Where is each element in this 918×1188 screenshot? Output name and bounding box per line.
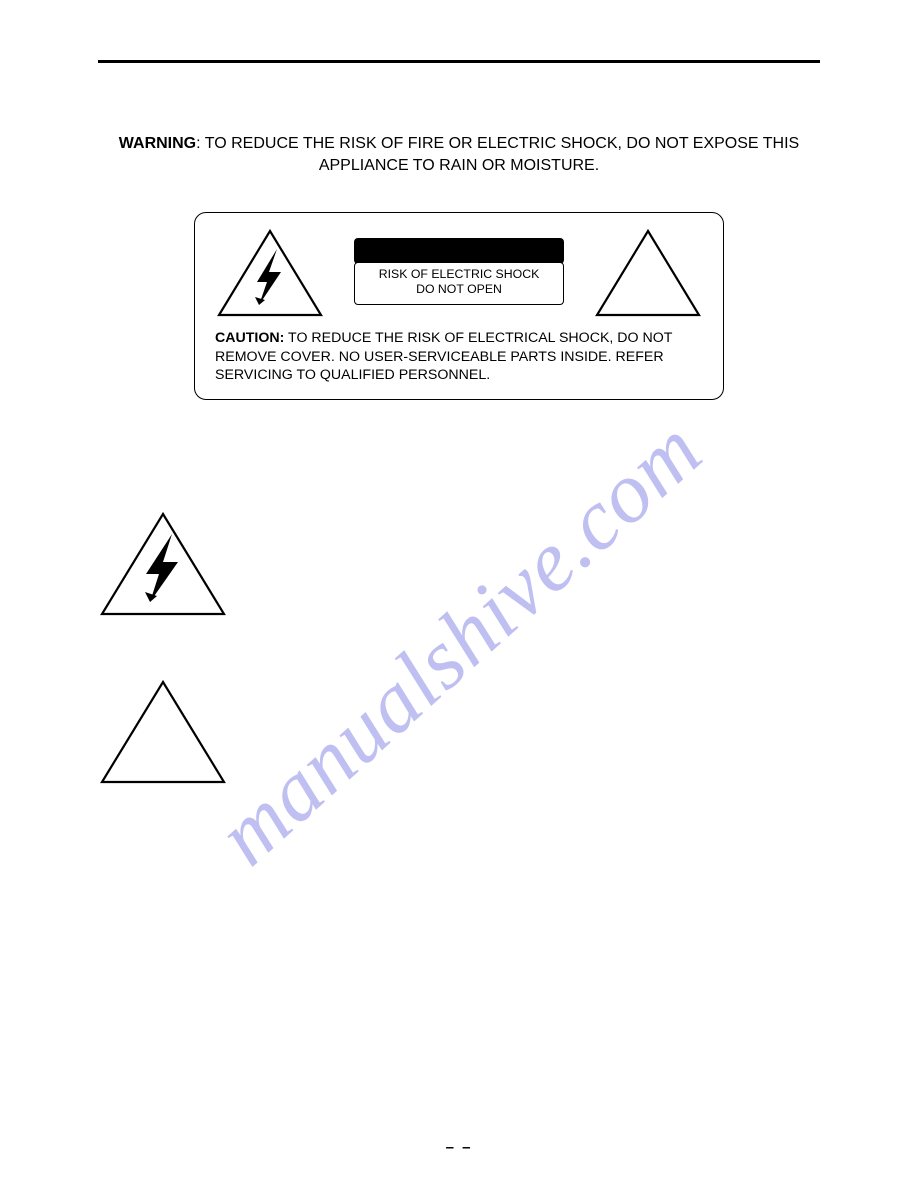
shock-text-box: RISK OF ELECTRIC SHOCK DO NOT OPEN — [354, 262, 564, 305]
caution-body-text: CAUTION: TO REDUCE THE RISK OF ELECTRICA… — [215, 329, 703, 384]
caution-text: TO REDUCE THE RISK OF ELECTRICAL SHOCK, … — [215, 330, 672, 383]
watermark-text: manualshive.com — [197, 399, 721, 884]
caution-panel-top-row: RISK OF ELECTRIC SHOCK DO NOT OPEN — [215, 227, 703, 319]
page-dash: – — [446, 1139, 456, 1156]
symbol-row-lightning — [98, 510, 820, 618]
exclamation-description — [250, 678, 820, 682]
lightning-triangle-icon — [98, 510, 228, 618]
warning-text-block: WARNING: TO REDUCE THE RISK OF FIRE OR E… — [98, 133, 820, 176]
black-caution-bar — [354, 238, 564, 264]
shock-line-2: DO NOT OPEN — [361, 282, 557, 297]
caution-label: CAUTION: — [215, 330, 284, 346]
caution-panel: RISK OF ELECTRIC SHOCK DO NOT OPEN CAUTI… — [194, 212, 724, 399]
top-horizontal-rule — [98, 60, 820, 63]
symbol-col — [98, 678, 228, 786]
warning-body: : TO REDUCE THE RISK OF FIRE OR ELECTRIC… — [196, 135, 799, 174]
symbol-col — [98, 510, 228, 618]
page-container: WARNING: TO REDUCE THE RISK OF FIRE OR E… — [0, 0, 918, 1188]
shock-label-container: RISK OF ELECTRIC SHOCK DO NOT OPEN — [339, 238, 579, 309]
exclamation-triangle-icon — [98, 678, 228, 786]
lightning-triangle-icon — [215, 227, 325, 319]
page-number: – – — [0, 1139, 918, 1156]
page-dash: – — [462, 1139, 472, 1156]
lightning-description — [250, 510, 820, 514]
symbol-row-exclamation — [98, 678, 820, 786]
warning-label: WARNING — [119, 135, 196, 152]
shock-line-1: RISK OF ELECTRIC SHOCK — [361, 267, 557, 282]
exclamation-triangle-icon — [593, 227, 703, 319]
